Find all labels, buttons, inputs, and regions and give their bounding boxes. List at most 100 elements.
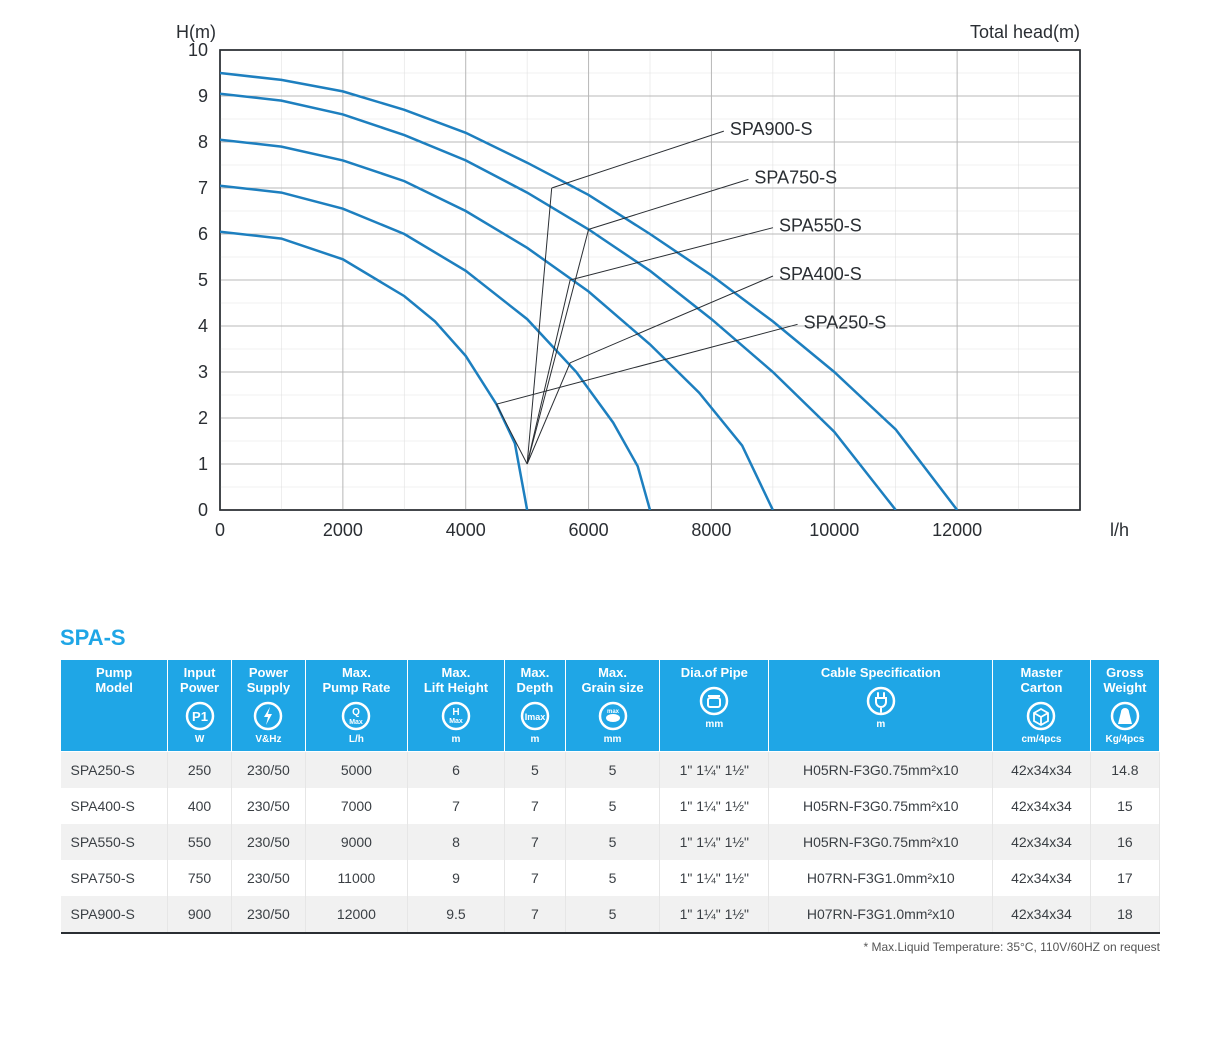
table-cell: 230/50 (231, 824, 305, 860)
table-cell: 5 (565, 860, 659, 896)
annotation-SPA400-S: SPA400-S (779, 264, 862, 284)
svg-text:max: max (607, 709, 620, 715)
table-cell: 7 (505, 860, 566, 896)
p1-icon: P1 (184, 700, 216, 732)
table-cell: 250 (168, 751, 232, 788)
table-cell: 7000 (305, 788, 407, 824)
svg-text:3: 3 (198, 362, 208, 382)
svg-text:10000: 10000 (809, 520, 859, 540)
svg-text:Q: Q (353, 707, 361, 718)
table-cell: 9000 (305, 824, 407, 860)
col-unit: Kg/4pcs (1095, 734, 1155, 745)
col-header-3: Max.Pump Rate QMax L/h (305, 660, 407, 752)
col-unit: m (509, 734, 561, 745)
table-row: SPA900-S900230/50120009.5751" 1¼" 1½"H07… (61, 896, 1160, 933)
table-cell: 5 (565, 824, 659, 860)
table-cell: 7 (505, 896, 566, 933)
col-title: Max.Lift Height (412, 666, 500, 696)
svg-text:5: 5 (198, 270, 208, 290)
table-cell: 7 (505, 824, 566, 860)
col-unit: cm/4pcs (997, 734, 1086, 745)
table-row: SPA400-S400230/5070007751" 1¼" 1½"H05RN-… (61, 788, 1160, 824)
svg-text:12000: 12000 (932, 520, 982, 540)
table-cell: H05RN-F3G0.75mm²x10 (769, 751, 993, 788)
table-cell: 750 (168, 860, 232, 896)
series-title: SPA-S (60, 625, 1189, 651)
col-title: Dia.of Pipe (664, 666, 764, 681)
bolt-icon (252, 700, 284, 732)
imax-icon: Imax (519, 700, 551, 732)
col-title: InputPower (172, 666, 227, 696)
table-cell: 230/50 (231, 896, 305, 933)
box-icon (1025, 700, 1057, 732)
table-cell: SPA550-S (61, 824, 168, 860)
table-cell: SPA750-S (61, 860, 168, 896)
table-cell: 550 (168, 824, 232, 860)
svg-text:0: 0 (198, 500, 208, 520)
svg-text:2: 2 (198, 408, 208, 428)
col-unit: V&Hz (236, 734, 301, 745)
col-unit: L/h (310, 734, 403, 745)
table-cell: 17 (1090, 860, 1159, 896)
col-header-6: Max.Grain size max mm (565, 660, 659, 752)
table-cell: 7 (505, 788, 566, 824)
svg-text:7: 7 (198, 178, 208, 198)
col-unit: mm (664, 719, 764, 730)
table-cell: 11000 (305, 860, 407, 896)
pipe-icon (698, 685, 730, 717)
table-cell: H05RN-F3G0.75mm²x10 (769, 788, 993, 824)
svg-text:4000: 4000 (446, 520, 486, 540)
svg-text:Total head(m): Total head(m) (970, 22, 1080, 42)
weight-icon (1109, 700, 1141, 732)
table-cell: 1" 1¼" 1½" (660, 788, 769, 824)
col-unit: m (412, 734, 500, 745)
table-cell: 230/50 (231, 860, 305, 896)
table-cell: 42x34x34 (993, 824, 1091, 860)
annotation-SPA750-S: SPA750-S (754, 167, 837, 187)
qmax-icon: QMax (340, 700, 372, 732)
table-cell: 900 (168, 896, 232, 933)
col-title: Max.Depth (509, 666, 561, 696)
table-cell: H07RN-F3G1.0mm²x10 (769, 896, 993, 933)
table-cell: 7 (407, 788, 504, 824)
table-cell: 12000 (305, 896, 407, 933)
svg-text:Max: Max (350, 719, 364, 726)
svg-text:Max: Max (449, 718, 463, 725)
col-header-7: Dia.of Pipe mm (660, 660, 769, 752)
table-cell: 400 (168, 788, 232, 824)
table-cell: 9 (407, 860, 504, 896)
annotation-SPA250-S: SPA250-S (804, 312, 887, 332)
col-unit: W (172, 734, 227, 745)
col-title: GrossWeight (1095, 666, 1155, 696)
col-title: PumpModel (65, 666, 163, 696)
table-cell: 5 (565, 751, 659, 788)
col-header-8: Cable Specificationm (769, 660, 993, 752)
col-unit: mm (570, 734, 655, 745)
table-cell: 9.5 (407, 896, 504, 933)
svg-text:8000: 8000 (691, 520, 731, 540)
table-cell: 42x34x34 (993, 751, 1091, 788)
table-cell: 5 (565, 896, 659, 933)
col-header-4: Max.Lift HeightHMaxm (407, 660, 504, 752)
table-cell: 1" 1¼" 1½" (660, 860, 769, 896)
table-cell: 5 (565, 788, 659, 824)
annotation-SPA900-S: SPA900-S (730, 119, 813, 139)
svg-text:1: 1 (198, 454, 208, 474)
table-cell: SPA400-S (61, 788, 168, 824)
table-cell: 230/50 (231, 751, 305, 788)
col-header-9: MasterCartoncm/4pcs (993, 660, 1091, 752)
table-cell: 1" 1¼" 1½" (660, 824, 769, 860)
col-title: PowerSupply (236, 666, 301, 696)
table-cell: 15 (1090, 788, 1159, 824)
table-cell: SPA250-S (61, 751, 168, 788)
col-header-1: InputPower P1 W (168, 660, 232, 752)
annotation-SPA550-S: SPA550-S (779, 216, 862, 236)
grain-icon: max (597, 700, 629, 732)
col-title: Max.Grain size (570, 666, 655, 696)
table-cell: H05RN-F3G0.75mm²x10 (769, 824, 993, 860)
svg-text:6: 6 (198, 224, 208, 244)
table-cell: 8 (407, 824, 504, 860)
svg-text:2000: 2000 (323, 520, 363, 540)
pump-curve-chart: 020004000600080001000012000012345678910H… (150, 20, 1189, 585)
col-title: Max.Pump Rate (310, 666, 403, 696)
